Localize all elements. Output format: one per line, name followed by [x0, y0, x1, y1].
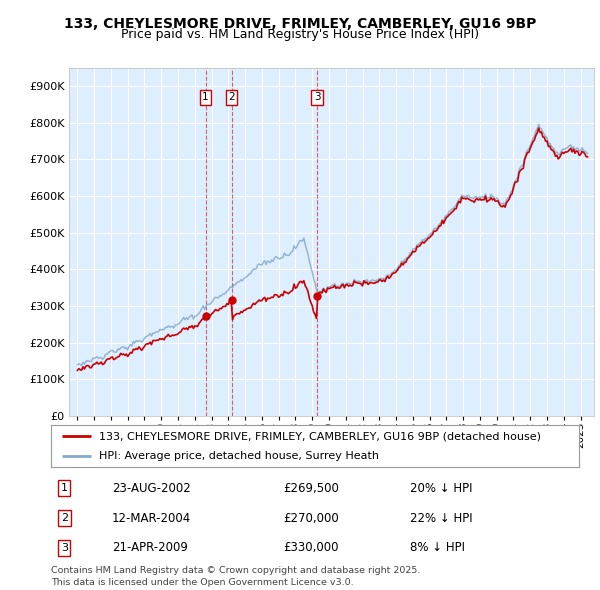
Text: 21-APR-2009: 21-APR-2009 — [112, 542, 188, 555]
Text: 1: 1 — [202, 92, 209, 102]
Text: £270,000: £270,000 — [283, 512, 339, 525]
Text: 133, CHEYLESMORE DRIVE, FRIMLEY, CAMBERLEY, GU16 9BP (detached house): 133, CHEYLESMORE DRIVE, FRIMLEY, CAMBERL… — [98, 431, 541, 441]
Text: 20% ↓ HPI: 20% ↓ HPI — [410, 481, 473, 494]
Text: Price paid vs. HM Land Registry's House Price Index (HPI): Price paid vs. HM Land Registry's House … — [121, 28, 479, 41]
Text: 3: 3 — [314, 92, 320, 102]
Text: HPI: Average price, detached house, Surrey Heath: HPI: Average price, detached house, Surr… — [98, 451, 379, 461]
Text: 3: 3 — [61, 543, 68, 553]
Text: 1: 1 — [61, 483, 68, 493]
Text: Contains HM Land Registry data © Crown copyright and database right 2025.
This d: Contains HM Land Registry data © Crown c… — [51, 566, 421, 586]
Text: 133, CHEYLESMORE DRIVE, FRIMLEY, CAMBERLEY, GU16 9BP: 133, CHEYLESMORE DRIVE, FRIMLEY, CAMBERL… — [64, 17, 536, 31]
Text: £330,000: £330,000 — [283, 542, 339, 555]
Text: £269,500: £269,500 — [283, 481, 339, 494]
Text: 2: 2 — [228, 92, 235, 102]
Text: 8% ↓ HPI: 8% ↓ HPI — [410, 542, 465, 555]
Text: 2: 2 — [61, 513, 68, 523]
Text: 23-AUG-2002: 23-AUG-2002 — [112, 481, 190, 494]
Text: 22% ↓ HPI: 22% ↓ HPI — [410, 512, 473, 525]
Text: 12-MAR-2004: 12-MAR-2004 — [112, 512, 191, 525]
